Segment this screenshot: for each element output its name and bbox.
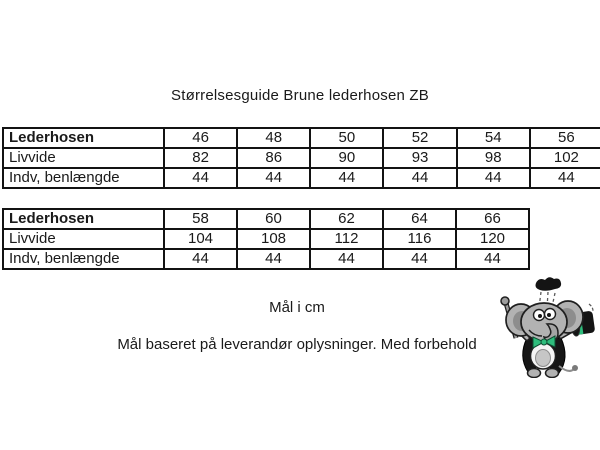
row-label: Indv, benlængde [2,167,165,189]
head [520,302,568,342]
table-row: Livvide 104 108 112 116 120 [2,228,530,250]
size-table-lower: Lederhosen 58 60 62 64 66 Livvide 104 108 112 116 1… [2,208,530,270]
value-cell: 48 [236,127,312,149]
value-cell: 104 [163,228,238,250]
value-cell: 54 [455,127,531,149]
value-cell: 112 [309,228,384,250]
value-cell: 44 [309,248,384,270]
value-cell: 44 [162,167,239,189]
page-title: Størrelsesguide Brune lederhosen ZB [171,87,429,104]
value-cell: 102 [528,147,600,169]
value-cell: 64 [382,208,457,230]
row-label: Livvide [2,147,165,169]
tail-tuft [572,365,578,371]
value-cell: 116 [382,228,457,250]
value-cell: 44 [455,167,531,189]
value-cell: 44 [236,167,312,189]
toupee-icon [535,277,562,291]
row-label: Lederhosen [2,127,165,149]
value-cell: 44 [163,248,238,270]
value-cell: 120 [455,228,530,250]
value-cell: 44 [382,248,457,270]
value-cell: 44 [455,248,530,270]
pupil-left [538,314,542,318]
smile [528,329,543,337]
value-cell: 50 [309,127,385,149]
bow-tie-icon [532,335,556,349]
value-cell: 58 [163,208,238,230]
value-cell: 66 [455,208,530,230]
table-row: Lederhosen 46 48 50 52 54 56 [2,127,600,149]
value-cell: 52 [382,127,458,149]
mascot-elephant-illustration [500,277,595,378]
row-label: Livvide [2,228,165,250]
table-row: Indv, benlængde 44 44 44 44 44 [2,248,530,270]
foot-right [544,367,560,378]
value-cell: 46 [162,127,239,149]
value-cell: 44 [309,167,385,189]
value-cell: 98 [455,147,531,169]
belly-patch [535,349,551,367]
table-row: Indv, benlængde 44 44 44 44 44 44 [2,167,600,189]
value-cell: 93 [382,147,458,169]
value-cell: 86 [236,147,312,169]
value-cell: 44 [382,167,458,189]
table-row: Lederhosen 58 60 62 64 66 [2,208,530,230]
value-cell: 82 [162,147,239,169]
units-note: Mål i cm [269,299,325,316]
value-cell: 60 [236,208,311,230]
value-cell: 44 [236,248,311,270]
hat-motion-line [588,303,594,312]
foot-left [526,367,542,378]
pupil-right [547,313,551,317]
value-cell: 108 [236,228,311,250]
table-row: Livvide 82 86 90 93 98 102 [2,147,600,169]
disclaimer-note: Mål baseret på leverandør oplysninger. M… [117,336,477,353]
value-cell: 62 [309,208,384,230]
value-cell: 56 [528,127,600,149]
size-table-upper: Lederhosen 46 48 50 52 54 56 Livvide 82 86 90 93 98 1… [2,127,600,189]
row-label: Indv, benlængde [2,248,165,270]
row-label: Lederhosen [2,208,165,230]
value-cell: 90 [309,147,385,169]
value-cell: 44 [528,167,600,189]
